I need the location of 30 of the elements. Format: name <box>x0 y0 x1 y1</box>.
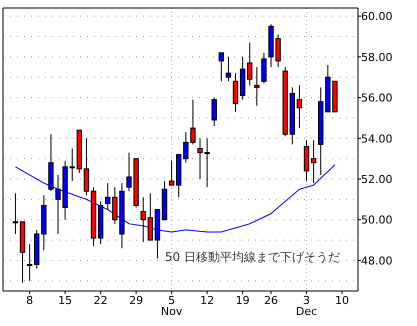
x-tick-label: 15 <box>58 294 72 307</box>
candlestick <box>12 192 18 234</box>
candlestick <box>226 56 232 82</box>
x-tick-label: 19 <box>236 294 250 307</box>
x-tick-label: 5 Nov <box>160 294 183 318</box>
candlestick <box>204 138 210 188</box>
candlestick <box>261 52 267 84</box>
annotation: 50 日移動平均線まで下げそうだ <box>164 250 340 264</box>
x-tick-label: 26 <box>264 294 278 307</box>
candlestick <box>197 138 203 180</box>
y-tick-label: 60.00 <box>361 10 392 24</box>
x-tick-label: 8 <box>26 294 34 307</box>
x-tick-label: 22 <box>94 294 108 307</box>
y-tick-label: 58.00 <box>361 50 392 64</box>
y-tick-label: 50.00 <box>361 214 392 227</box>
y-tick-label: 52.00 <box>361 173 392 186</box>
x-tick-label: 3 Dec <box>296 294 318 318</box>
y-tick-label: 48.00 <box>361 254 392 268</box>
x-tick-label: 29 <box>129 294 144 307</box>
candlestick <box>232 72 238 112</box>
y-tick-label: 56.00 <box>361 92 392 105</box>
candlestick <box>275 34 281 68</box>
candlestick <box>126 152 132 192</box>
y-tick-label: 54.00 <box>361 132 392 146</box>
x-tick-label: 12 <box>200 294 214 307</box>
x-tick-label: 10 <box>335 294 350 307</box>
candlestick <box>212 97 217 127</box>
candlestick <box>310 140 316 184</box>
candlestick <box>218 52 224 82</box>
candlestick <box>254 66 260 106</box>
